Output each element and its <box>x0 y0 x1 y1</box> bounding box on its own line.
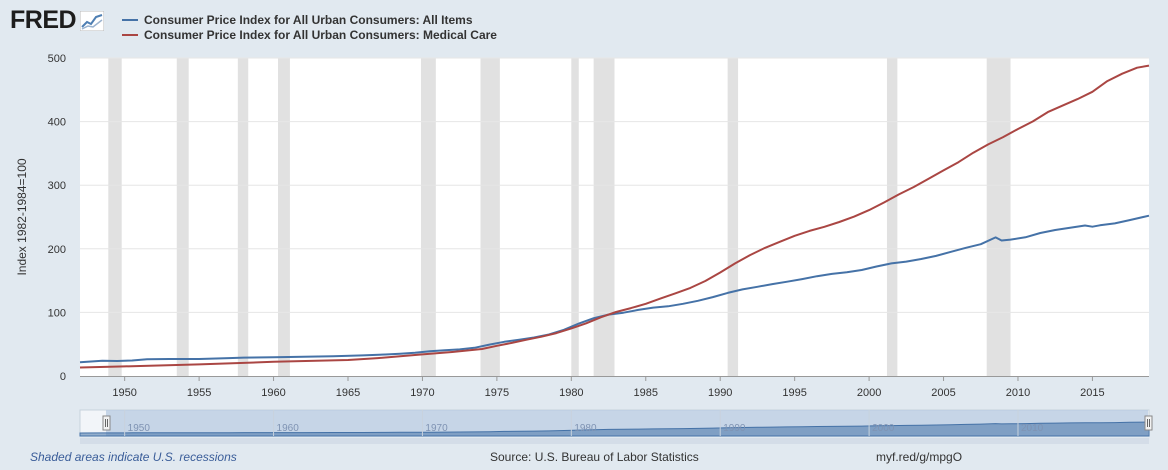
y-axis-title: Index 1982-1984=100 <box>15 158 29 275</box>
legend-label-all-items: Consumer Price Index for All Urban Consu… <box>144 12 473 27</box>
legend-swatch-all-items <box>122 18 138 21</box>
y-tick-label: 100 <box>48 307 66 319</box>
y-tick-label: 0 <box>60 371 66 383</box>
navigator-handle-left[interactable] <box>102 415 111 431</box>
legend-swatch-medical-care <box>122 33 138 36</box>
recession-band <box>886 58 898 376</box>
recession-band <box>278 58 290 376</box>
navigator-tick-label: 2010 <box>1021 423 1044 434</box>
navigator-tick-label: 1960 <box>277 423 300 434</box>
recession-band <box>571 58 579 376</box>
x-tick-label: 1975 <box>485 387 509 399</box>
navigator-handle-right[interactable] <box>1144 415 1153 431</box>
fred-logo[interactable]: FRED <box>10 6 105 35</box>
x-tick-label: 1950 <box>112 387 136 399</box>
short-url-link[interactable]: myf.red/g/mpgO <box>876 450 963 464</box>
y-tick-label: 400 <box>48 117 66 129</box>
navigator-tick-label: 1970 <box>425 423 448 434</box>
fred-logo-text: FRED <box>10 6 77 34</box>
x-axis-ticks: 1950 1955 1960 1965 1970 1975 1980 1985 1990 1995… <box>112 376 1105 399</box>
y-tick-label: 500 <box>48 53 66 65</box>
series-lines <box>79 64 1150 369</box>
navigator-scrollbar[interactable] <box>80 438 1149 444</box>
x-tick-label: 1985 <box>634 387 658 399</box>
x-tick-label: 1965 <box>336 387 360 399</box>
x-tick-label: 1960 <box>261 387 285 399</box>
y-tick-label: 200 <box>48 244 66 256</box>
y-axis-ticks: 0 100 200 300 400 500 <box>48 53 66 383</box>
x-tick-label: 1955 <box>187 387 211 399</box>
recession-band <box>593 58 615 376</box>
legend-item-medical-care[interactable]: Consumer Price Index for All Urban Consu… <box>122 27 497 42</box>
range-navigator[interactable]: 1950 1960 1970 1980 1990 2000 2010 <box>79 409 1153 444</box>
x-tick-label: 1970 <box>410 387 434 399</box>
recession-band <box>420 58 436 376</box>
recession-note: Shaded areas indicate U.S. recessions <box>30 450 237 464</box>
legend-item-all-items[interactable]: Consumer Price Index for All Urban Consu… <box>122 12 497 27</box>
recession-band <box>727 58 739 376</box>
recession-band <box>986 58 1011 376</box>
x-tick-label: 2000 <box>857 387 881 399</box>
chart-legend: Consumer Price Index for All Urban Consu… <box>122 12 497 42</box>
line-chart-icon <box>80 10 105 31</box>
x-tick-label: 1990 <box>708 387 732 399</box>
x-tick-label: 2005 <box>931 387 955 399</box>
x-tick-label: 2015 <box>1080 387 1104 399</box>
navigator-tick-label: 1950 <box>128 423 151 434</box>
x-tick-label: 2010 <box>1006 387 1030 399</box>
navigator-tick-label: 1990 <box>723 423 746 434</box>
navigator-tick-label: 2000 <box>872 423 895 434</box>
series-line-medical-care <box>79 64 1150 369</box>
recession-band <box>108 58 122 376</box>
series-line-all-items <box>79 214 1150 364</box>
recession-bands <box>108 58 1011 376</box>
recession-band <box>176 58 189 376</box>
recession-band <box>237 58 249 376</box>
navigator-tick-label: 1980 <box>574 423 597 434</box>
y-tick-label: 300 <box>48 180 66 192</box>
x-tick-label: 1980 <box>559 387 583 399</box>
x-tick-label: 1995 <box>782 387 806 399</box>
source-note: Source: U.S. Bureau of Labor Statistics <box>490 450 699 464</box>
legend-label-medical-care: Consumer Price Index for All Urban Consu… <box>144 27 497 42</box>
navigator-ticks: 1950 1960 1970 1980 1990 2000 2010 <box>124 410 1044 436</box>
recession-band <box>480 58 500 376</box>
